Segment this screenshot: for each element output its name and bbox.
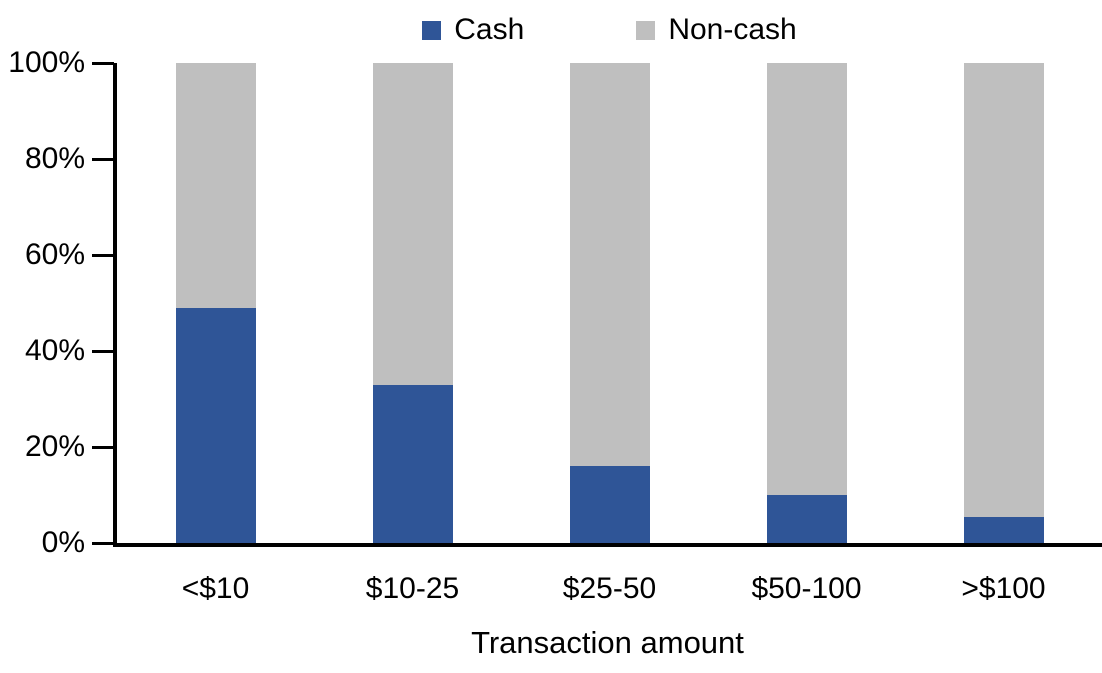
bar-slot xyxy=(708,63,905,543)
bar-slot xyxy=(905,63,1102,543)
stacked-bar xyxy=(569,63,650,543)
y-tick-label: 20% xyxy=(24,430,85,463)
y-tick-label: 100% xyxy=(8,46,85,79)
legend-item-cash: Cash xyxy=(422,12,524,48)
bar-segment-non-cash xyxy=(569,63,650,467)
y-tick-label: 0% xyxy=(41,526,85,559)
stacked-bar xyxy=(766,63,847,543)
bar-segment-non-cash xyxy=(372,63,453,385)
x-tick-label: $25-50 xyxy=(562,572,657,605)
plot-area xyxy=(92,62,1102,547)
bar-segment-cash xyxy=(372,384,453,543)
legend-label-cash: Cash xyxy=(454,13,525,46)
bar-slot xyxy=(511,63,708,543)
y-axis-tick xyxy=(92,158,114,161)
x-axis-labels: <$10 $10-25 $25-50 $50-100 >$100 xyxy=(117,572,1102,606)
legend: Cash Non-cash xyxy=(117,12,1102,48)
cash-swatch-icon xyxy=(422,20,442,40)
x-tick-label: >$100 xyxy=(961,572,1046,605)
bars-container xyxy=(117,63,1102,543)
y-axis-tick xyxy=(92,542,114,545)
bar-segment-non-cash xyxy=(766,63,847,495)
y-axis-tick xyxy=(92,62,114,65)
x-tick-label: <$10 xyxy=(181,572,250,605)
noncash-swatch-icon xyxy=(636,20,656,40)
stacked-bar xyxy=(372,63,453,543)
bar-slot xyxy=(314,63,511,543)
legend-label-noncash: Non-cash xyxy=(668,13,797,46)
legend-item-noncash: Non-cash xyxy=(636,12,797,48)
x-tick-label: $50-100 xyxy=(751,572,862,605)
bar-segment-cash xyxy=(963,516,1044,543)
bar-segment-cash xyxy=(766,495,847,543)
x-axis-title: Transaction amount xyxy=(471,625,744,660)
y-tick-label: 80% xyxy=(24,142,85,175)
bar-slot xyxy=(117,63,314,543)
y-tick-label: 60% xyxy=(24,238,85,271)
y-axis-tick xyxy=(92,254,114,257)
y-tick-label: 40% xyxy=(24,334,85,367)
bar-segment-non-cash xyxy=(175,63,256,308)
bar-segment-cash xyxy=(175,307,256,543)
y-axis-tick xyxy=(92,446,114,449)
x-tick-label: $10-25 xyxy=(365,572,460,605)
bar-segment-cash xyxy=(569,466,650,543)
stacked-bar xyxy=(175,63,256,543)
stacked-bar xyxy=(963,63,1044,543)
y-axis-tick xyxy=(92,350,114,353)
bar-segment-non-cash xyxy=(963,63,1044,517)
